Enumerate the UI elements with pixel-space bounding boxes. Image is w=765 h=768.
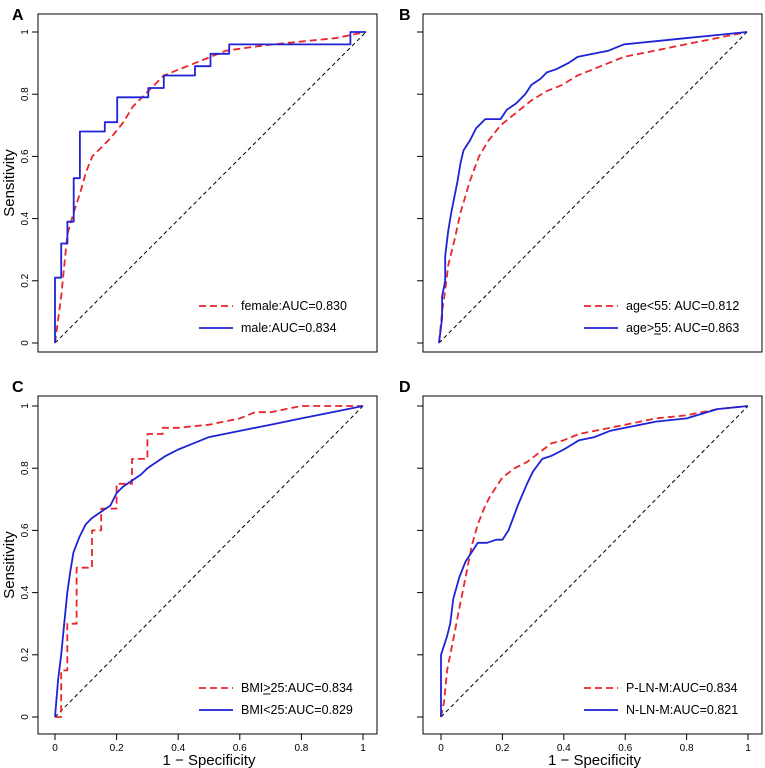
x-tick-label: 0 <box>438 743 444 754</box>
plot-frame <box>422 13 763 353</box>
y-axis-title: Sensitivity <box>1 149 18 217</box>
roc-curve-red <box>55 405 363 718</box>
roc-curve-red <box>54 31 367 344</box>
x-tick-label: 1 <box>360 743 366 754</box>
legend: age<55: AUC=0.812 age>55: AUC=0.863 <box>584 299 739 335</box>
reference-diagonal <box>440 405 749 718</box>
x-tick-label: 0.4 <box>557 743 571 754</box>
y-tick-label: 0.6 <box>20 149 31 163</box>
reference-diagonal <box>438 31 748 344</box>
x-tick-label: 0.6 <box>233 743 247 754</box>
panel-label: A <box>12 7 24 24</box>
plot-frame <box>37 395 378 735</box>
legend-entry: BMI<25:AUC=0.829 <box>241 703 353 717</box>
legend-entry: male:AUC=0.834 <box>241 321 337 335</box>
legend-entry: P-LN-M:AUC=0.834 <box>626 681 738 695</box>
panel-label: D <box>399 379 411 396</box>
panel-label: C <box>12 379 24 396</box>
reference-diagonal <box>54 405 364 718</box>
legend-entry: female:AUC=0.830 <box>241 299 347 313</box>
roc-panel-d: D 0 0.2 0.4 0.6 0.8 1 1 − Specificity P-LN-M:AUC… <box>399 379 763 768</box>
y-tick-label: 0 <box>20 714 31 720</box>
x-tick-label: 0.8 <box>680 743 694 754</box>
roc-curve-blue <box>54 31 366 343</box>
y-tick-label: 0.4 <box>20 585 31 599</box>
panel-label: B <box>399 7 411 24</box>
legend-entry: BMI>25:AUC=0.834 <box>241 681 353 695</box>
legend: BMI>25:AUC=0.834 BMI<25:AUC=0.829 <box>199 681 353 717</box>
y-tick-label: 0 <box>20 340 31 346</box>
x-tick-label: 1 <box>745 743 751 754</box>
roc-curve-blue <box>440 405 749 717</box>
reference-diagonal <box>54 31 367 344</box>
y-axis-title: Sensitivity <box>1 531 18 599</box>
x-tick-label: 0.2 <box>495 743 509 754</box>
x-axis-title: 1 − Specificity <box>163 752 256 768</box>
x-tick-label: 0.2 <box>110 743 124 754</box>
legend-entry: age<55: AUC=0.812 <box>626 299 739 313</box>
y-tick-label: 0.8 <box>20 87 31 101</box>
y-tick-label: 0.8 <box>20 461 31 475</box>
y-tick-label: 0.4 <box>20 211 31 225</box>
x-tick-label: 0.6 <box>618 743 632 754</box>
roc-panel-c: C 0 0.2 0.4 0.6 0.8 1 0 0.2 0.4 0.6 0.8 1 Sensitivity… <box>1 379 378 768</box>
legend-entry: age>55: AUC=0.863 <box>626 321 739 335</box>
x-axis-title: 1 − Specificity <box>548 752 641 768</box>
x-tick-label: 0.4 <box>171 743 185 754</box>
y-tick-label: 0.2 <box>20 273 31 287</box>
roc-curve-red <box>440 405 749 718</box>
legend: P-LN-M:AUC=0.834 N-LN-M:AUC=0.821 <box>584 681 738 717</box>
y-tick-label: 1 <box>20 29 31 35</box>
plot-frame <box>37 13 378 353</box>
y-tick-label: 0.2 <box>20 647 31 661</box>
legend-entry: N-LN-M:AUC=0.821 <box>626 703 738 717</box>
x-tick-label: 0.8 <box>294 743 308 754</box>
roc-curve-blue <box>54 405 364 718</box>
roc-panel-a: A 0 0.2 0.4 0.6 0.8 1 Sensitivity female:AUC=0.8… <box>1 7 378 353</box>
legend: female:AUC=0.830 male:AUC=0.834 <box>199 299 347 335</box>
y-tick-label: 0.6 <box>20 523 31 537</box>
roc-curve-red <box>438 31 748 344</box>
roc-curve-blue <box>438 31 748 344</box>
x-tick-label: 0 <box>52 743 58 754</box>
y-tick-label: 1 <box>20 403 31 409</box>
plot-frame <box>422 395 763 735</box>
